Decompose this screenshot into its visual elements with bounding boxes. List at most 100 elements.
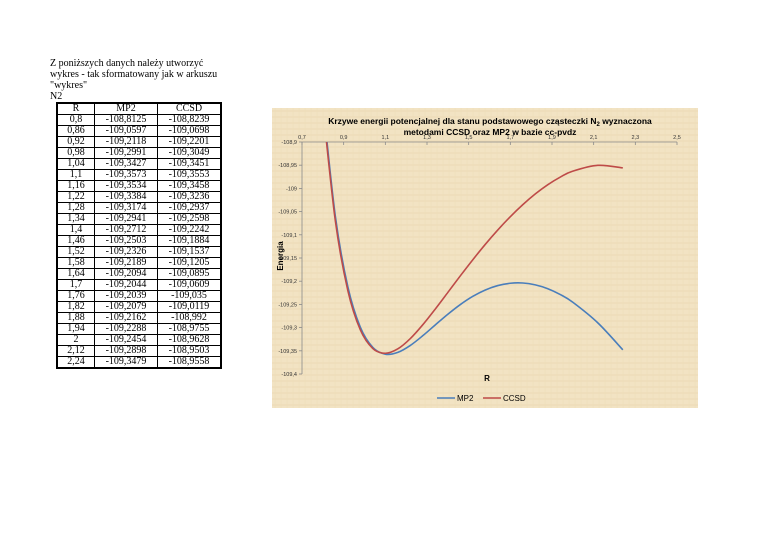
- cell-r: 1,04: [56, 158, 95, 170]
- cell-mp2: -109,2503: [94, 235, 158, 247]
- cell-mp2: -109,3384: [94, 191, 158, 203]
- cell-mp2: -109,2039: [94, 290, 158, 302]
- cell-mp2: -109,0597: [94, 125, 158, 137]
- intro-line: "wykres": [50, 80, 88, 91]
- table-row: 1,22 -109,3384 -109,3236: [56, 191, 222, 203]
- legend-label-mp2: MP2: [457, 394, 474, 403]
- table-row: 0,98 -109,2991 -109,3049: [56, 147, 222, 159]
- y-tick-label: -109,1: [281, 233, 297, 239]
- table-row: 1,76 -109,2039 -109,035: [56, 290, 222, 302]
- potential-energy-chart: Krzywe energii potencjalnej dla stanu po…: [272, 108, 698, 408]
- table-row: 1,7 -109,2044 -109,0609: [56, 279, 222, 291]
- y-axis-label: Energia: [276, 241, 285, 271]
- intro-line: N2: [50, 91, 63, 102]
- y-tick-label: -109,35: [278, 349, 297, 355]
- cell-mp2: -109,3534: [94, 180, 158, 192]
- cell-ccsd: -108,992: [157, 312, 222, 324]
- cell-ccsd: -109,2242: [157, 224, 222, 236]
- cell-ccsd: -109,2201: [157, 136, 222, 148]
- table-row: 1,16 -109,3534 -109,3458: [56, 180, 222, 192]
- table-row: 1,4 -109,2712 -109,2242: [56, 224, 222, 236]
- cell-r: 1,88: [56, 312, 95, 324]
- table-body: 0,8 -108,8125 -108,8239 0,86 -109,0597 -109,0…: [56, 114, 222, 369]
- x-tick-label: 0,9: [340, 135, 348, 141]
- cell-r: 1,4: [56, 224, 95, 236]
- intro-text: Z poniższych danych należy utworzyć wykr…: [50, 58, 250, 102]
- cell-ccsd: -108,9628: [157, 334, 222, 346]
- x-tick-label: 1,7: [507, 135, 515, 141]
- cell-ccsd: -109,0698: [157, 125, 222, 137]
- x-tick-label: 2,5: [673, 135, 681, 141]
- cell-r: 1,22: [56, 191, 95, 203]
- cell-mp2: -109,3174: [94, 202, 158, 214]
- cell-r: 1,94: [56, 323, 95, 335]
- y-tick-label: -108,9: [281, 140, 297, 146]
- table-row: 1,52 -109,2326 -109,1537: [56, 246, 222, 258]
- cell-r: 0,8: [56, 114, 95, 126]
- table-row: 1,04 -109,3427 -109,3451: [56, 158, 222, 170]
- y-tick-label: -108,95: [278, 163, 297, 169]
- cell-ccsd: -109,3451: [157, 158, 222, 170]
- chart-title-line-2: metodami CCSD oraz MP2 w bazie cc-pvdz: [404, 127, 577, 137]
- cell-mp2: -109,2898: [94, 345, 158, 357]
- series-line-mp2: [326, 142, 624, 356]
- cell-mp2: -109,2712: [94, 224, 158, 236]
- cell-r: 1,58: [56, 257, 95, 269]
- chart-title-line-1: Krzywe energii potencjalnej dla stanu po…: [328, 116, 652, 128]
- cell-ccsd: -109,2598: [157, 213, 222, 225]
- y-tick-label: -109,3: [281, 326, 297, 332]
- cell-r: 1,52: [56, 246, 95, 258]
- energy-data-table: R MP2 CCSD 0,8 -108,8125 -108,8239 0,86 -109…: [56, 102, 222, 369]
- table-row: 1,94 -109,2288 -108,9755: [56, 323, 222, 335]
- cell-ccsd: -109,3049: [157, 147, 222, 159]
- cell-mp2: -109,2941: [94, 213, 158, 225]
- table-row: 2 -109,2454 -108,9628: [56, 334, 222, 346]
- table-row: 0,86 -109,0597 -109,0698: [56, 125, 222, 137]
- cell-r: 1,28: [56, 202, 95, 214]
- legend-label-ccsd: CCSD: [503, 394, 526, 403]
- cell-mp2: -109,3479: [94, 356, 158, 369]
- chart-series: [325, 142, 624, 356]
- cell-r: 1,76: [56, 290, 95, 302]
- cell-ccsd: -109,0609: [157, 279, 222, 291]
- cell-mp2: -109,2991: [94, 147, 158, 159]
- cell-ccsd: -109,3553: [157, 169, 222, 181]
- cell-r: 1,82: [56, 301, 95, 313]
- chart-title-end: wyznaczona: [600, 116, 652, 126]
- cell-r: 1,34: [56, 213, 95, 225]
- cell-ccsd: -109,035: [157, 290, 222, 302]
- x-tick-label: 2,3: [632, 135, 640, 141]
- cell-mp2: -109,2118: [94, 136, 158, 148]
- y-tick-label: -109,15: [278, 256, 297, 262]
- column-header-mp2: MP2: [94, 102, 158, 115]
- cell-mp2: -108,8125: [94, 114, 158, 126]
- table-row: 2,24 -109,3479 -108,9558: [56, 356, 222, 369]
- cell-r: 1,1: [56, 169, 95, 181]
- y-tick-label: -109,2: [281, 279, 297, 285]
- cell-r: 1,64: [56, 268, 95, 280]
- cell-r: 1,16: [56, 180, 95, 192]
- y-tick-label: -109: [286, 186, 297, 192]
- x-tick-label: 0,7: [298, 135, 306, 141]
- cell-r: 0,92: [56, 136, 95, 148]
- table-row: 0,8 -108,8125 -108,8239: [56, 114, 222, 126]
- table-row: 0,92 -109,2118 -109,2201: [56, 136, 222, 148]
- table-row: 1,34 -109,2941 -109,2598: [56, 213, 222, 225]
- series-line-ccsd: [325, 142, 623, 355]
- table-row: 1,82 -109,2079 -109,0119: [56, 301, 222, 313]
- x-tick-label: 1,1: [382, 135, 390, 141]
- cell-mp2: -109,2162: [94, 312, 158, 324]
- table-row: 1,1 -109,3573 -109,3553: [56, 169, 222, 181]
- cell-ccsd: -109,1205: [157, 257, 222, 269]
- y-tick-label: -109,05: [278, 210, 297, 216]
- y-tick-label: -109,4: [281, 372, 297, 378]
- cell-mp2: -109,2454: [94, 334, 158, 346]
- cell-ccsd: -109,0119: [157, 301, 222, 313]
- chart-legend: MP2 CCSD: [437, 394, 526, 403]
- cell-ccsd: -108,9558: [157, 356, 222, 369]
- table-row: 1,46 -109,2503 -109,1884: [56, 235, 222, 247]
- cell-ccsd: -108,9755: [157, 323, 222, 335]
- table-row: 2,12 -109,2898 -108,9503: [56, 345, 222, 357]
- cell-ccsd: -109,2937: [157, 202, 222, 214]
- cell-mp2: -109,2288: [94, 323, 158, 335]
